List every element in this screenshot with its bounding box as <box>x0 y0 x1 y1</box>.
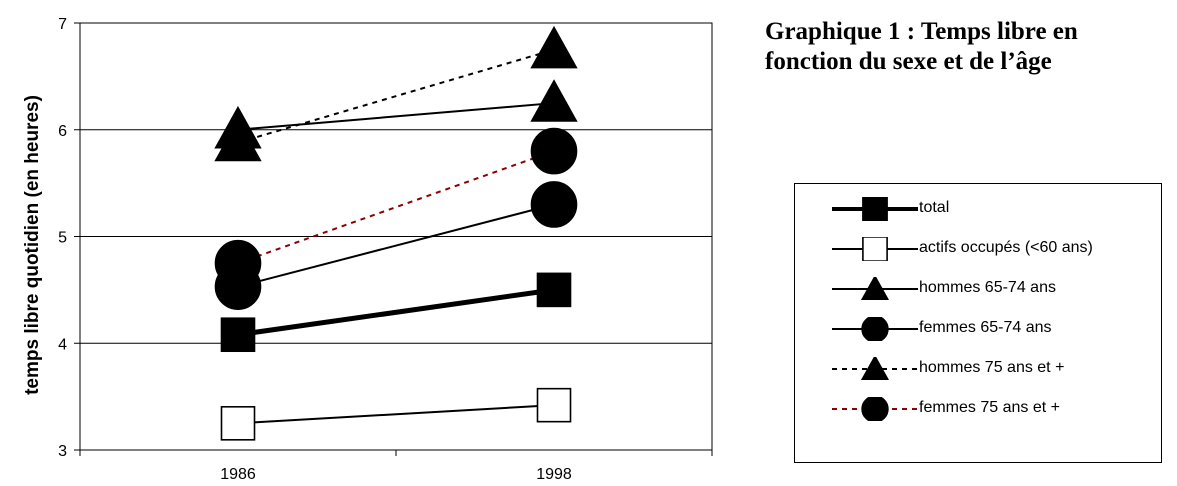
marker <box>214 239 262 287</box>
y-tick-label: 5 <box>58 230 67 247</box>
series-line <box>237 48 555 144</box>
legend-item: total <box>795 197 1161 221</box>
marker <box>214 118 262 162</box>
legend-item: femmes 75 ans et + <box>795 397 1161 421</box>
legend: total actifs occupés (<60 ans) hommes 65-7… <box>794 183 1162 463</box>
marker <box>536 387 572 423</box>
x-tick-label: 1986 <box>220 466 256 483</box>
legend-label: actifs occupés (<60 ans) <box>919 239 1093 256</box>
y-tick-label: 7 <box>58 16 67 33</box>
marker <box>536 272 572 308</box>
legend-label: femmes 75 ans et + <box>919 399 1060 416</box>
marker <box>530 79 578 122</box>
series <box>214 25 578 441</box>
marker <box>862 197 888 221</box>
legend-swatch <box>832 237 918 261</box>
chart-title: Graphique 1 : Temps libre en fonction du… <box>765 18 1078 75</box>
y-axis-label: temps libre quotidien (en heures) <box>22 95 43 395</box>
marker <box>861 397 889 421</box>
marker <box>862 237 888 261</box>
legend-label: total <box>919 199 950 216</box>
marker <box>530 25 578 69</box>
marker <box>861 317 889 341</box>
y-tick-label: 3 <box>58 443 67 460</box>
legend-item: femmes 65-74 ans <box>795 317 1161 341</box>
y-tick-label: 4 <box>58 336 67 353</box>
x-tick-label: 1998 <box>536 466 572 483</box>
marker <box>860 357 890 381</box>
legend-swatch <box>832 197 918 221</box>
series-3 <box>214 79 578 149</box>
legend-swatch <box>832 317 918 341</box>
legend-swatch <box>832 397 918 421</box>
marker <box>860 277 890 301</box>
legend-item: hommes 65-74 ans <box>795 277 1161 301</box>
series-line <box>237 287 555 338</box>
legend-item: actifs occupés (<60 ans) <box>795 237 1161 261</box>
legend-item: hommes 75 ans et + <box>795 357 1161 381</box>
legend-swatch <box>832 357 918 381</box>
marker <box>220 406 256 441</box>
y-tick-label: 6 <box>58 123 67 140</box>
series-4 <box>214 181 578 310</box>
series-5 <box>214 25 578 162</box>
legend-swatch <box>832 277 918 301</box>
marker <box>530 127 578 175</box>
series-1 <box>220 272 572 353</box>
marker <box>220 317 256 353</box>
legend-label: femmes 65-74 ans <box>919 319 1052 336</box>
series-line <box>237 404 555 425</box>
marker <box>530 181 578 228</box>
series-line <box>237 203 555 288</box>
series-6 <box>214 127 578 287</box>
legend-label: hommes 75 ans et + <box>919 359 1065 376</box>
legend-label: hommes 65-74 ans <box>919 279 1056 296</box>
chart: 3 4 5 6 7 1986 1998 temps libre quotidien (en … <box>22 16 713 483</box>
series-line <box>237 102 555 131</box>
series-2 <box>220 387 572 441</box>
axes: 3 4 5 6 7 1986 1998 <box>58 16 713 483</box>
gridlines <box>79 22 713 451</box>
